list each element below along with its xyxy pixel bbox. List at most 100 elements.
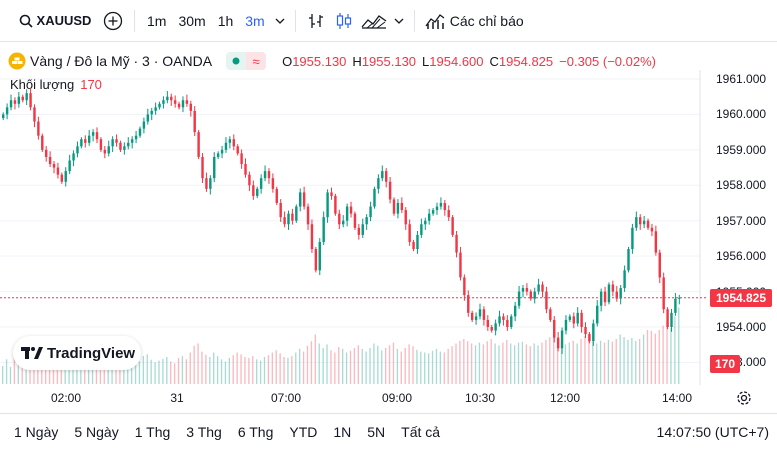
candle — [568, 314, 572, 323]
volume-bar — [619, 334, 621, 384]
volume-bar — [537, 345, 539, 384]
candle — [115, 134, 118, 147]
volume-bar — [193, 345, 195, 384]
volume-bar — [2, 366, 4, 384]
candle — [220, 145, 224, 159]
candle — [252, 180, 255, 200]
time-axis[interactable]: 02:00 31 07:00 09:00 10:30 12:00 14:00 — [0, 385, 700, 411]
candle — [56, 162, 60, 179]
compare-button[interactable] — [100, 6, 126, 36]
volume-bar — [388, 345, 391, 384]
time-tick-label: 12:00 — [549, 391, 581, 405]
candle — [142, 117, 146, 134]
time-tick-label: 07:00 — [270, 391, 302, 405]
symbol-title[interactable]: Vàng / Đô la Mỹ · 3 · OANDA — [30, 53, 213, 69]
interval-1m[interactable]: 1m — [147, 12, 167, 29]
volume-bar — [103, 356, 105, 384]
volume-bar — [197, 343, 199, 384]
open-value: 1955.130 — [292, 53, 347, 69]
candle — [525, 283, 529, 296]
candle — [173, 95, 177, 108]
candle — [666, 307, 669, 330]
interval-30m[interactable]: 30m — [178, 12, 206, 29]
interval-3m[interactable]: 3m — [245, 12, 265, 29]
bar-type-button[interactable] — [302, 6, 330, 36]
candle — [287, 210, 290, 230]
candles-button[interactable] — [330, 6, 358, 36]
volume-bar — [84, 357, 86, 384]
volume-bar — [427, 353, 430, 384]
volume-bar — [111, 366, 113, 384]
volume-label: Khối lượng — [10, 77, 75, 92]
candle — [236, 144, 239, 156]
candle — [572, 312, 575, 329]
candle — [400, 197, 404, 214]
candle — [310, 219, 314, 253]
volume-bar — [474, 345, 477, 384]
volume-bar — [5, 359, 8, 384]
symbol-search[interactable]: XAUUSD — [0, 6, 100, 36]
volume-bar — [623, 337, 625, 384]
volume-bar — [287, 357, 289, 384]
interval-1h[interactable]: 1h — [217, 12, 234, 29]
time-tick-label: 10:30 — [464, 391, 496, 405]
candle — [662, 272, 665, 314]
high-label: H — [352, 53, 362, 69]
candle — [615, 285, 618, 302]
volume-bar — [642, 334, 645, 384]
volume-bar — [252, 356, 254, 384]
range-1-year[interactable]: 1N — [333, 423, 352, 440]
candles-icon — [336, 12, 351, 29]
volume-bar — [87, 362, 90, 384]
candle — [91, 129, 95, 142]
range-1-day[interactable]: 1 Ngày — [14, 423, 59, 440]
volume-bar — [216, 356, 219, 384]
range-3-month[interactable]: 3 Thg — [186, 423, 222, 440]
market-status-pill[interactable]: ≈ — [226, 52, 267, 70]
range-5-day[interactable]: 5 Ngày — [74, 423, 119, 440]
tradingview-logo[interactable]: TradingView — [13, 336, 141, 370]
volume-bar — [533, 343, 535, 384]
indicators-button[interactable]: Các chỉ báo — [421, 6, 528, 36]
candle — [228, 136, 232, 149]
clock-timezone[interactable]: 14:07:50 (UTC+7) — [656, 424, 769, 440]
candle — [529, 289, 533, 301]
top-toolbar: XAUUSD 1m 30m 1h 3m — [0, 0, 777, 42]
volume-bar — [64, 366, 66, 384]
candle — [560, 327, 564, 354]
range-1-month[interactable]: 1 Thg — [134, 423, 171, 440]
volume-bar — [486, 341, 488, 384]
candle — [580, 309, 583, 333]
interval-dropdown[interactable] — [271, 6, 289, 36]
candle — [451, 215, 454, 238]
candle — [244, 158, 247, 178]
chart-settings-button[interactable] — [736, 390, 752, 411]
range-5-year[interactable]: 5N — [367, 423, 386, 440]
volume-bar — [170, 361, 172, 384]
candle — [412, 239, 415, 252]
candle — [521, 285, 525, 298]
symbol-label: XAUUSD — [36, 13, 92, 28]
range-ytd[interactable]: YTD — [289, 423, 318, 440]
area-chart-icon — [361, 14, 387, 29]
volume-bar — [99, 363, 102, 384]
range-6-month[interactable]: 6 Thg — [237, 423, 274, 440]
price-tick-label: 1954.000 — [716, 320, 767, 334]
candle — [404, 207, 407, 230]
candle — [650, 223, 654, 237]
volume-bar — [373, 343, 375, 384]
candle — [607, 282, 611, 305]
chart-type-dropdown[interactable] — [390, 6, 408, 36]
volume-bar — [263, 357, 266, 384]
volume-bar — [443, 352, 445, 384]
volume-bar — [377, 345, 379, 384]
price-tick-label: 1961.000 — [716, 72, 767, 86]
candle — [611, 280, 615, 297]
candle — [420, 218, 423, 238]
price-chart[interactable] — [0, 70, 777, 385]
range-all[interactable]: Tất cả — [401, 423, 441, 440]
volume-bar — [56, 356, 59, 384]
candle — [494, 319, 497, 336]
volume-bar — [568, 342, 570, 384]
area-chart-button[interactable] — [358, 6, 390, 36]
